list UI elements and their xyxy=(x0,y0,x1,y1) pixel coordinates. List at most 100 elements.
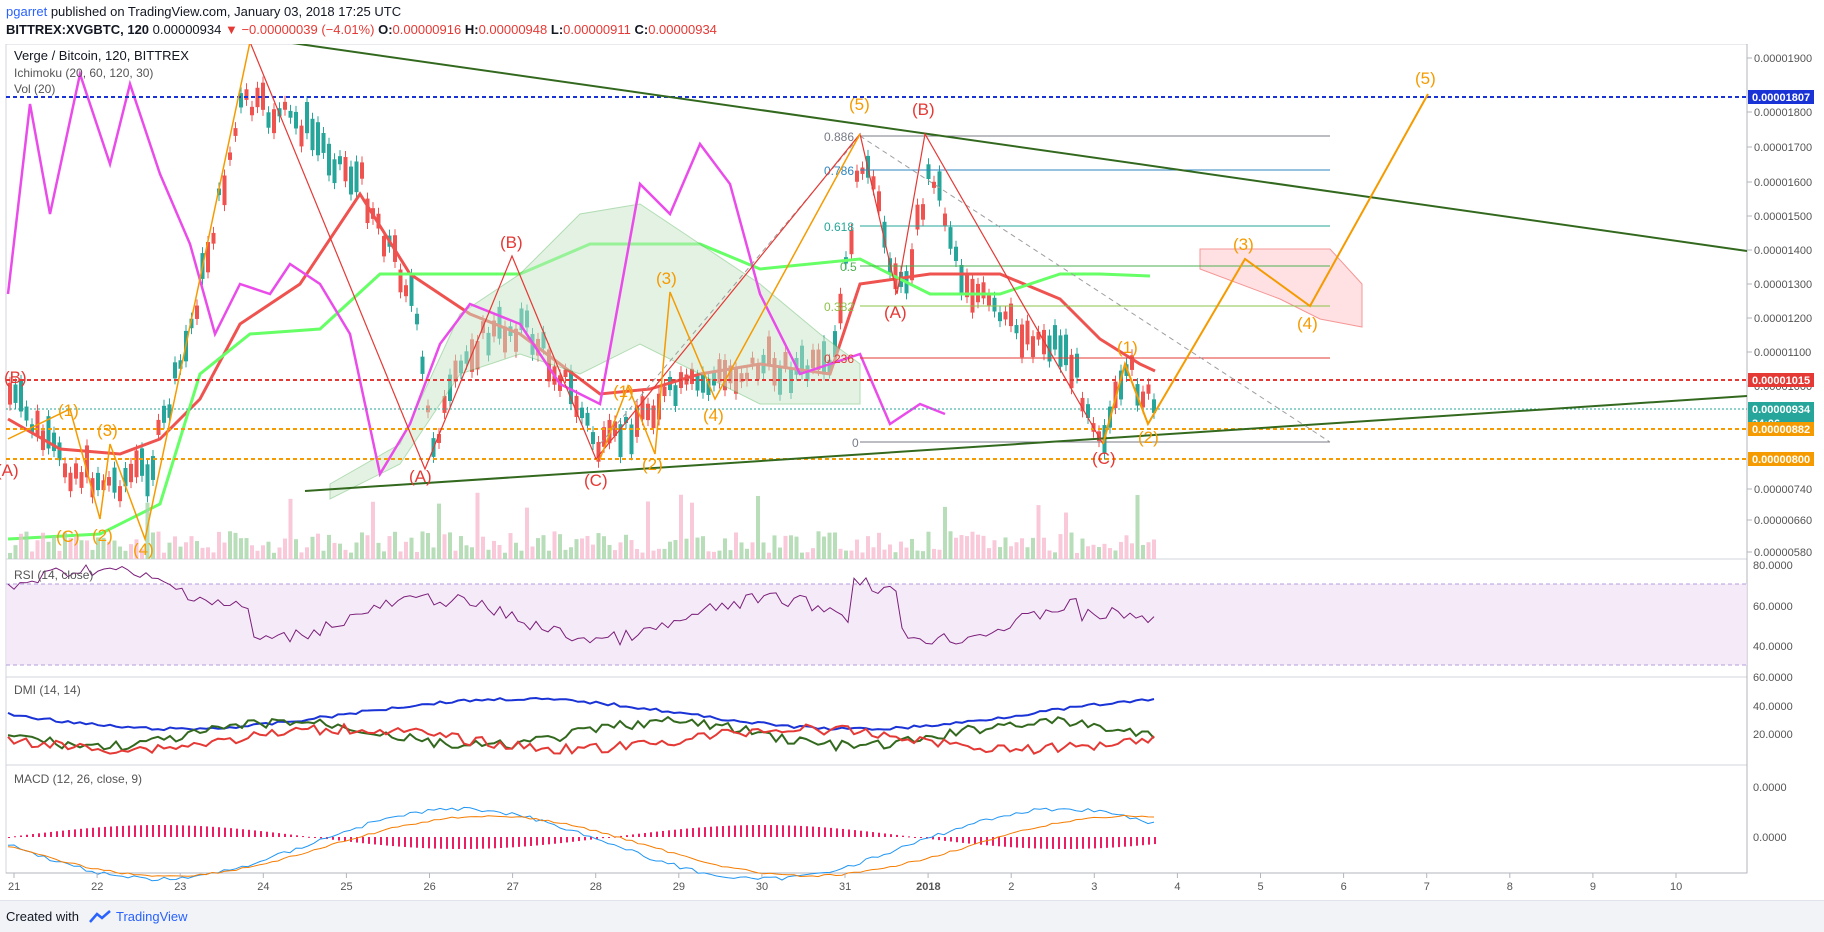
candle-body xyxy=(327,143,331,176)
macd-legend[interactable]: MACD (12, 26, close, 9) xyxy=(14,772,142,786)
dmi-pane[interactable] xyxy=(5,676,1748,766)
tradingview-link[interactable]: TradingView xyxy=(116,909,188,924)
macd-bar xyxy=(98,827,100,837)
volume-bar xyxy=(717,550,722,559)
volume-bar xyxy=(558,534,562,559)
candle-body xyxy=(646,403,650,421)
macd-bar xyxy=(500,837,502,848)
volume-bar xyxy=(222,542,227,559)
candle-body xyxy=(1009,303,1013,327)
impulse-wave-left[interactable] xyxy=(7,41,251,542)
volume-bar xyxy=(52,536,56,559)
volume-bar xyxy=(123,550,128,559)
volume-bar xyxy=(8,552,12,559)
candle-body xyxy=(299,125,304,147)
price-axis[interactable]: 0.00001900 0.00001800 0.00001700 0.00001600… xyxy=(1747,53,1812,559)
macd-bar xyxy=(650,832,652,837)
volume-bar xyxy=(195,541,199,559)
dmi-legend[interactable]: DMI (14, 14) xyxy=(14,683,81,697)
volume-bar xyxy=(30,551,34,559)
volume-bar xyxy=(1036,505,1041,559)
chart-area[interactable]: 0.886 0.786 0.618 0.5 0.382 0.236 0 (B) … xyxy=(0,41,1824,905)
fib-retracement[interactable]: 0.886 0.786 0.618 0.5 0.382 0.236 0 xyxy=(824,130,1330,450)
macd-bar xyxy=(1124,837,1126,847)
wave-label-2-left: (2) xyxy=(92,526,113,545)
macd-bar xyxy=(1100,837,1102,849)
macd-bar xyxy=(842,828,844,837)
volume-bar xyxy=(844,550,848,559)
volume-bar xyxy=(1075,552,1079,559)
candle-body xyxy=(167,404,172,418)
macd-bar xyxy=(206,826,208,837)
candle-body xyxy=(409,274,414,306)
author-link[interactable]: pgarret xyxy=(6,4,48,19)
volume-bar xyxy=(250,545,254,559)
tradingview-logo-icon[interactable] xyxy=(89,910,111,924)
ichimoku-legend[interactable]: Ichimoku (20, 60, 120, 30) xyxy=(14,66,153,80)
volume-bar xyxy=(976,534,980,559)
macd-bar xyxy=(506,837,508,848)
volume-bar xyxy=(343,549,348,559)
abc-wave-lines[interactable] xyxy=(249,41,1104,471)
volume-bar xyxy=(178,546,183,559)
rsi-legend[interactable]: RSI (14, close) xyxy=(14,568,93,582)
volume-bar xyxy=(684,538,689,559)
macd-bar xyxy=(968,837,970,844)
time-tick: 9 xyxy=(1590,881,1596,893)
volume-bar xyxy=(107,541,111,559)
macd-bar xyxy=(656,831,658,837)
macd-pane[interactable] xyxy=(5,764,1748,874)
volume-bar xyxy=(184,542,188,559)
macd-bar xyxy=(662,830,664,837)
candle-body xyxy=(1036,331,1041,340)
impulse-wave-mid[interactable] xyxy=(599,133,861,460)
macd-bar xyxy=(488,837,490,849)
volume-bar xyxy=(640,552,645,559)
macd-bar xyxy=(464,837,466,849)
volume-bar xyxy=(585,535,590,559)
price-tick: 0.00001900 xyxy=(1754,53,1812,65)
macd-bar xyxy=(236,828,238,837)
time-tick: 25 xyxy=(340,881,352,893)
time-tick: 6 xyxy=(1341,881,1347,893)
macd-bar xyxy=(68,829,70,837)
macd-bar xyxy=(716,826,718,837)
trendline-lower[interactable] xyxy=(304,395,1748,492)
volume-bar xyxy=(272,552,276,559)
volume-bar xyxy=(151,532,155,559)
volume-bar xyxy=(706,551,711,559)
volume-bar xyxy=(915,550,920,559)
candle-body xyxy=(910,249,914,281)
macd-bar xyxy=(1052,837,1054,849)
volume-bar xyxy=(1146,542,1151,559)
volume-legend[interactable]: Vol (20) xyxy=(14,82,55,96)
candle-body xyxy=(591,432,595,445)
wave-label-3-left: (3) xyxy=(97,421,118,440)
candle-body xyxy=(24,406,29,421)
low-value: 0.00000911 xyxy=(563,22,631,37)
time-tick: 29 xyxy=(673,881,685,893)
candle-body xyxy=(398,269,403,293)
time-axis[interactable]: 21 22 23 24 25 26 27 28 29 30 31 2018 2 3 4 5 6 7 8 9 10 xyxy=(8,873,1682,893)
macd-bar xyxy=(158,825,160,837)
macd-bar xyxy=(944,837,946,841)
volume-bar xyxy=(167,542,172,559)
volume-bar xyxy=(596,533,601,559)
candle-body xyxy=(1152,399,1156,413)
candle-body xyxy=(442,395,447,413)
price-tick: 0.00001100 xyxy=(1754,347,1811,359)
volume-bar xyxy=(618,542,623,559)
chart-canvas[interactable]: 0.886 0.786 0.618 0.5 0.382 0.236 0 (B) … xyxy=(0,41,1824,905)
candle-body xyxy=(1064,334,1068,366)
macd-bar xyxy=(560,837,562,844)
volume-bar xyxy=(239,538,243,559)
candle-body xyxy=(90,478,95,498)
trendline-upper[interactable] xyxy=(284,41,1748,252)
volume-bar xyxy=(756,495,760,559)
macd-bar xyxy=(26,834,28,837)
projected-impulse-wave[interactable] xyxy=(1102,93,1429,445)
volume-bar xyxy=(382,551,386,559)
candle-body xyxy=(607,419,612,444)
macd-bar xyxy=(590,837,592,840)
volume-bar xyxy=(547,550,551,559)
